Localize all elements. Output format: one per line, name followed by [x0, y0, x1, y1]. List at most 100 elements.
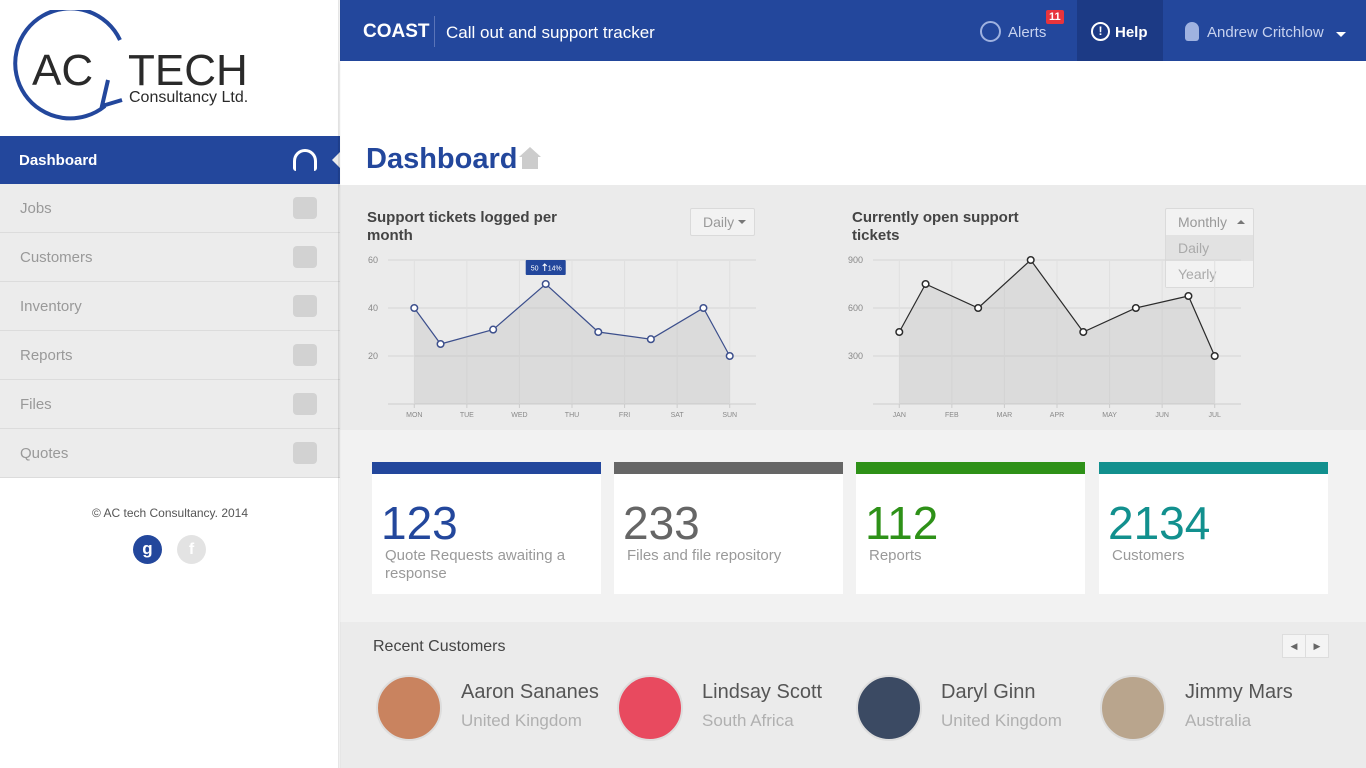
- dropdown-caret: [1237, 220, 1245, 224]
- stat-card: 2134 Customers: [1099, 462, 1328, 594]
- x-tick-label: MON: [406, 412, 422, 419]
- point: [1184, 291, 1193, 301]
- customer-name[interactable]: Jimmy Mars: [1185, 681, 1293, 703]
- customer-name[interactable]: Lindsay Scott: [702, 681, 823, 703]
- stat-card: 112 Reports: [856, 462, 1085, 594]
- nav-label: Files: [20, 396, 52, 413]
- dropdown-option[interactable]: Yearly: [1166, 261, 1253, 287]
- nav-label: Inventory: [20, 298, 82, 315]
- alerts-icon: [980, 21, 1001, 42]
- user-menu[interactable]: Andrew Critchlow: [1207, 24, 1324, 41]
- dropdown-value: Monthly: [1178, 214, 1228, 230]
- nav-icon: [293, 393, 317, 415]
- line: [413, 283, 731, 357]
- nav-item[interactable]: Files: [0, 380, 340, 429]
- customer-name[interactable]: Daryl Ginn: [941, 681, 1036, 703]
- title-band: Dashboard: [340, 61, 1366, 185]
- point: [699, 303, 708, 313]
- nav-item[interactable]: Inventory: [0, 282, 340, 331]
- nav-item[interactable]: Customers: [0, 233, 340, 282]
- customer-name[interactable]: Aaron Sananes: [461, 681, 599, 703]
- y-tick-label: 600: [848, 303, 863, 313]
- x-tick-label: FEB: [945, 412, 959, 419]
- x-tick-label: MAR: [997, 412, 1013, 419]
- stat-label: Reports: [869, 547, 922, 564]
- customer-country: South Africa: [702, 711, 794, 730]
- stat-value: 2134: [1108, 497, 1211, 549]
- stat-card: 123 Quote Requests awaiting a response: [372, 462, 601, 594]
- stat-value: 233: [623, 497, 700, 549]
- x-tick-label: WED: [511, 412, 527, 419]
- brand: COAST: [363, 21, 430, 42]
- prev-button[interactable]: ◀: [1282, 634, 1306, 658]
- stat-label: Quote Requests awaiting a response: [385, 547, 566, 582]
- page-title: Dashboard: [366, 143, 518, 175]
- dropdown-option[interactable]: Daily: [1166, 235, 1253, 261]
- chart: 300 600 900 JAN FEB MAR APR MAY JUN JUL: [848, 255, 1241, 419]
- x-tick-label: FRI: [619, 412, 630, 419]
- recent-title: Recent Customers: [373, 638, 506, 655]
- dropdown[interactable]: Daily: [690, 208, 755, 236]
- user-caret: [1336, 32, 1346, 37]
- x-tick-label: TUE: [460, 412, 474, 419]
- nav-label: Jobs: [20, 200, 52, 217]
- point: [725, 351, 734, 361]
- google-button[interactable]: g: [133, 535, 162, 564]
- nav-item[interactable]: Dashboard: [0, 136, 340, 184]
- nav-label: Dashboard: [19, 152, 98, 169]
- nav-item[interactable]: Quotes: [0, 429, 340, 478]
- point: [489, 325, 498, 334]
- logo-tech: TECH: [128, 46, 248, 95]
- line: [898, 259, 1216, 357]
- point: [974, 303, 983, 313]
- point: [921, 279, 930, 289]
- nav-item[interactable]: Jobs: [0, 184, 340, 233]
- avatar: [617, 675, 683, 741]
- point: [436, 339, 445, 349]
- nav-label: Quotes: [20, 445, 69, 462]
- area: [414, 284, 730, 404]
- dropdown[interactable]: Monthly Daily Yearly: [1165, 208, 1254, 288]
- help-icon: !: [1091, 22, 1110, 41]
- point: [1026, 255, 1035, 265]
- y-tick-label: 40: [368, 303, 378, 313]
- home-shape: [519, 147, 541, 169]
- point: [646, 335, 655, 344]
- help-link[interactable]: Help: [1115, 24, 1148, 41]
- alerts-link[interactable]: Alerts: [1008, 24, 1047, 41]
- x-tick-label: MAY: [1102, 412, 1117, 419]
- logo-ring: [13, 10, 122, 121]
- logo-ac: AC: [32, 46, 93, 95]
- nav-icon: [293, 344, 317, 366]
- point: [1210, 351, 1219, 361]
- chart-title: Support tickets logged per month: [367, 209, 558, 244]
- next-button[interactable]: ▶: [1305, 634, 1329, 658]
- nav-item[interactable]: Reports: [0, 331, 340, 380]
- logo: AC TECH Consultancy Ltd.: [13, 10, 248, 121]
- avatar: [376, 675, 442, 741]
- alerts-badge: 11: [1046, 10, 1064, 24]
- logo-sub: Consultancy Ltd.: [129, 89, 248, 106]
- x-tick-label: THU: [565, 412, 579, 419]
- facebook-button[interactable]: f: [177, 535, 206, 564]
- stat-value: 112: [865, 497, 939, 549]
- user-icon: [1185, 22, 1199, 41]
- chart-title: Currently open support tickets: [852, 209, 1019, 244]
- customer-country: United Kingdom: [461, 711, 582, 730]
- tooltip-change: 14%: [548, 266, 562, 273]
- dropdown-value: Daily: [703, 214, 735, 230]
- nav-icon: [293, 246, 317, 268]
- recent-band: Recent Customers ◀ ▶: [340, 622, 1366, 768]
- sidebar-shadow: [338, 0, 341, 768]
- logo-arrow: [99, 79, 123, 109]
- nav-label: Customers: [20, 249, 93, 266]
- top-bar: COAST Call out and support tracker Alert…: [340, 0, 1366, 61]
- sidebar: AC TECH Consultancy Ltd. Dashboard Jobs Cu…: [0, 0, 340, 768]
- point: [410, 303, 419, 313]
- home-icon: [519, 147, 541, 169]
- chart: 20 40 60 MON TUE WED THU FRI SAT SUN 50 14%: [368, 255, 756, 419]
- x-tick-label: JAN: [893, 412, 906, 419]
- nav-notch: [332, 152, 340, 168]
- point: [895, 327, 904, 337]
